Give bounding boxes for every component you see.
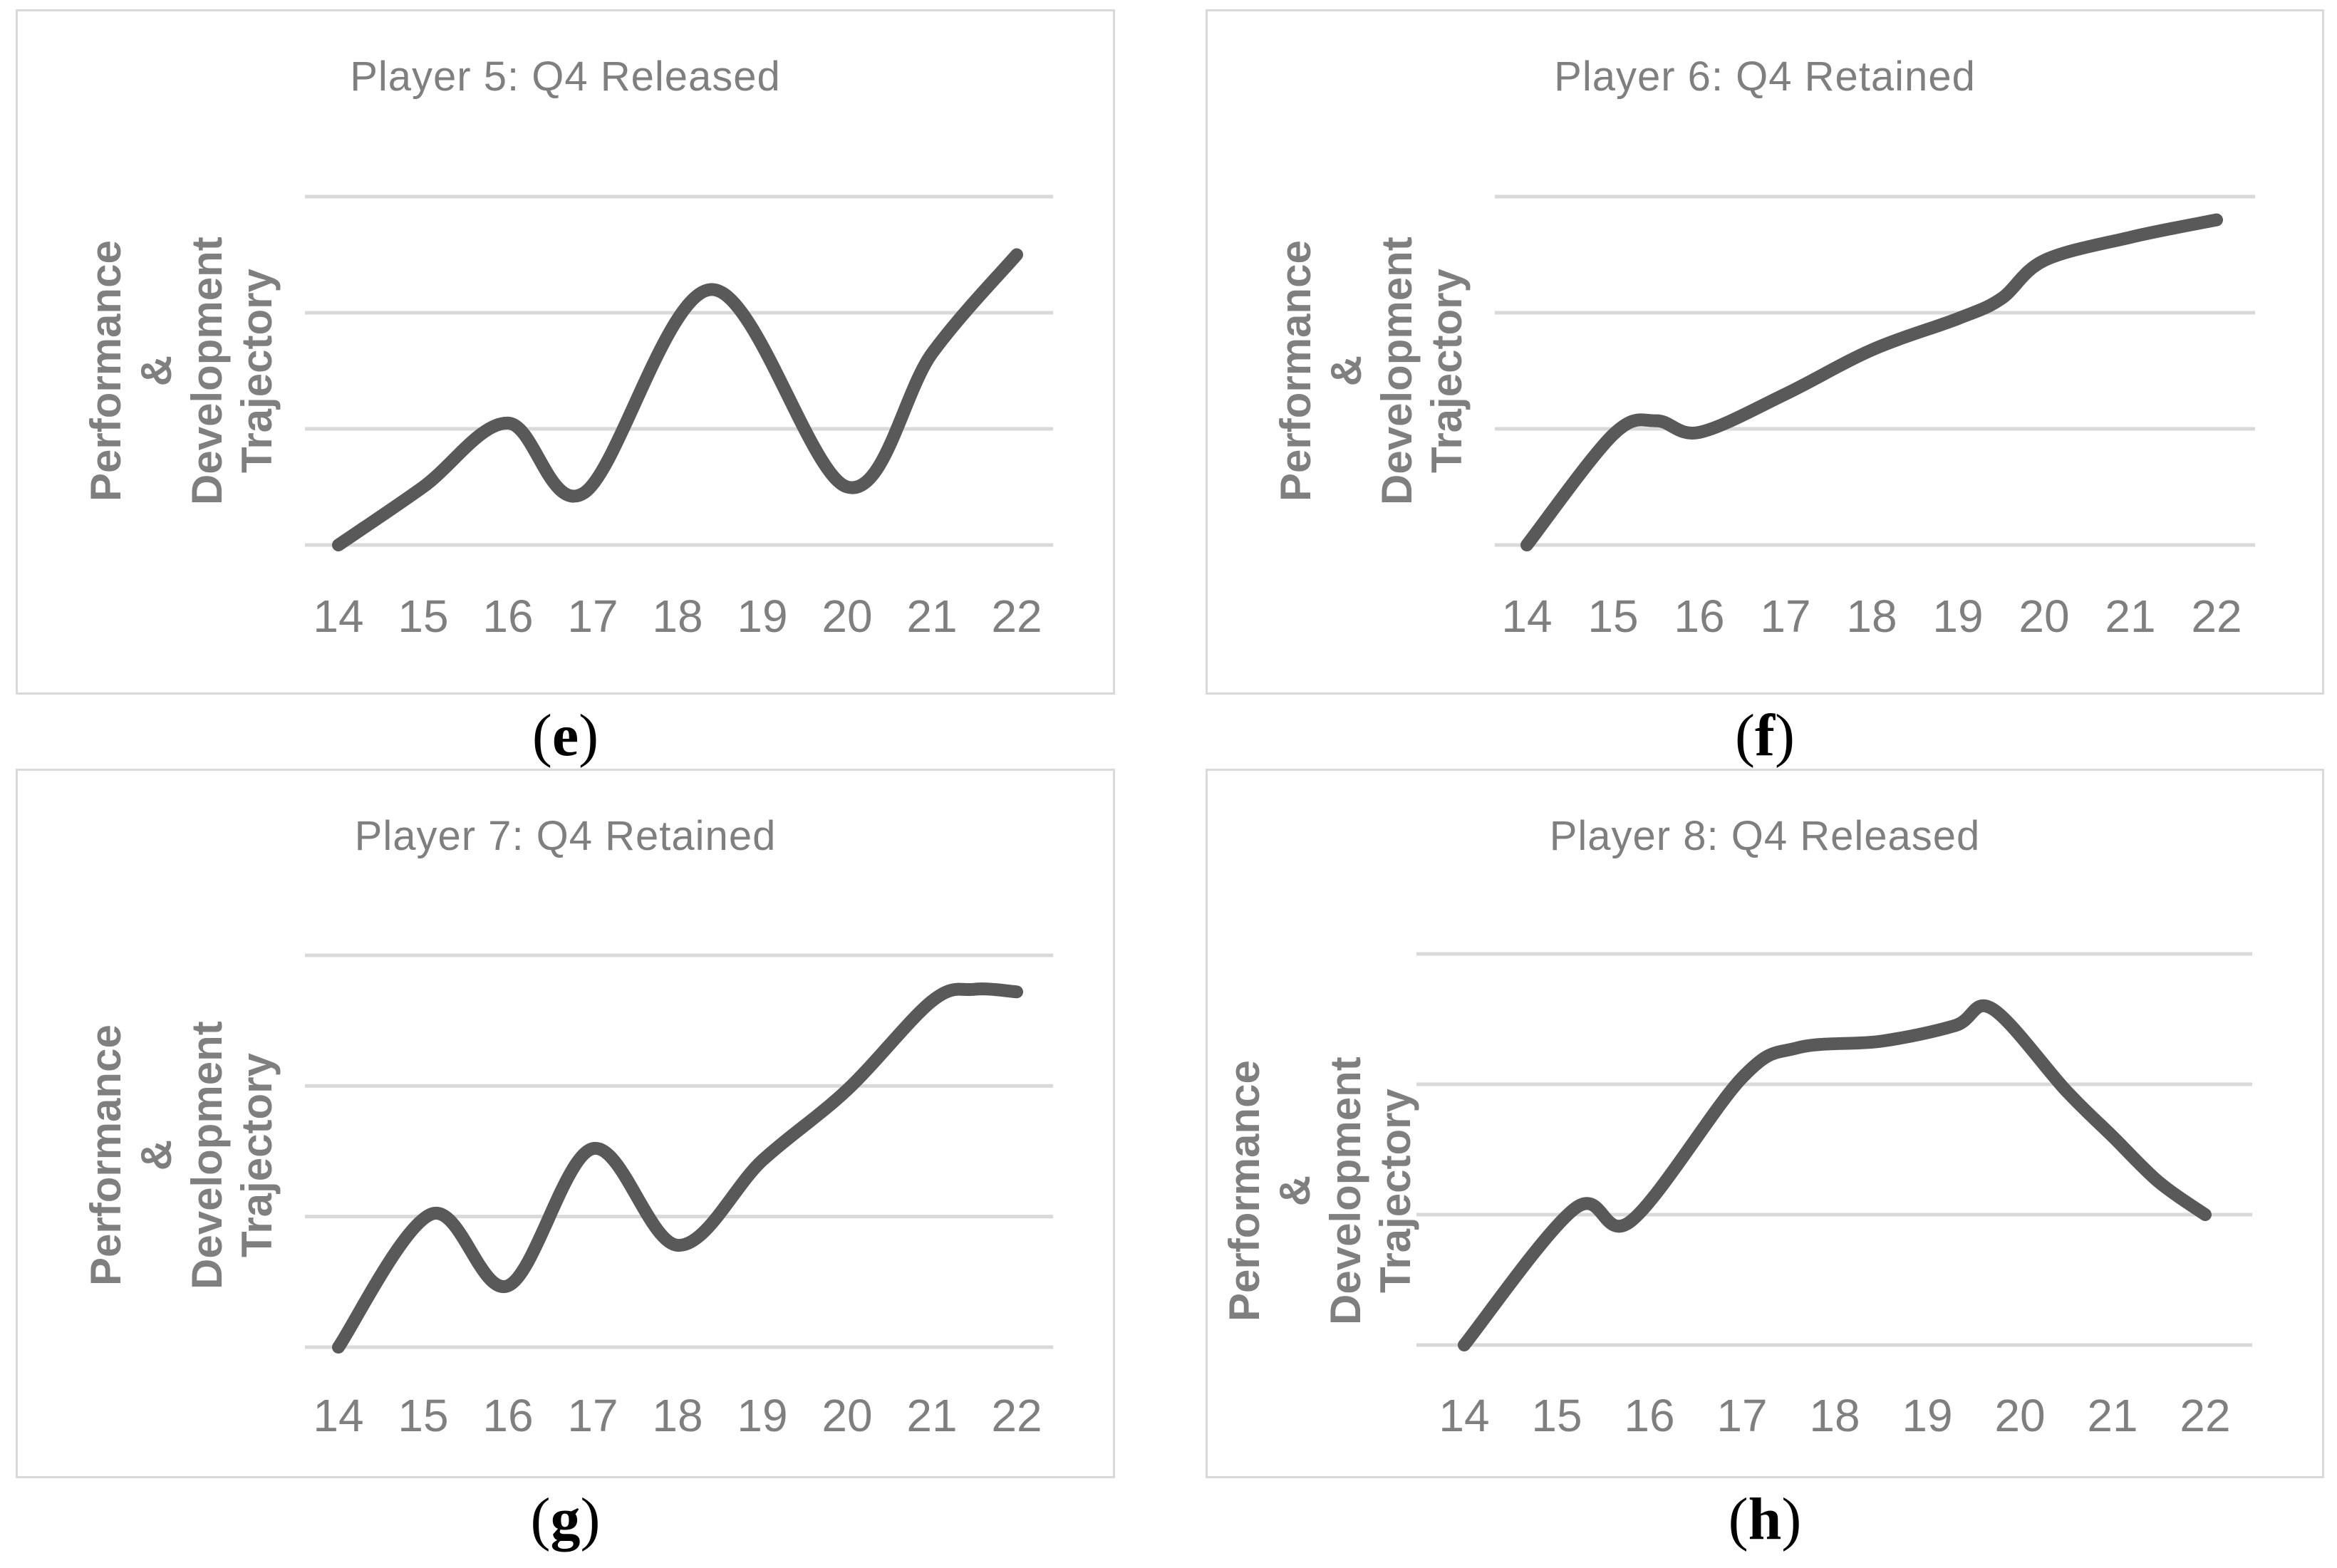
x-tick-label: 21 bbox=[906, 591, 958, 642]
subfigure-caption-e: (e) bbox=[16, 697, 1115, 775]
x-tick-label: 22 bbox=[2191, 591, 2242, 642]
x-tick-label: 14 bbox=[313, 591, 364, 642]
x-tick-label: 17 bbox=[1716, 1390, 1768, 1441]
chart-title: Player 6: Q4 Retained bbox=[1554, 53, 1976, 100]
caption-letter: e bbox=[551, 702, 579, 769]
x-tick-label: 21 bbox=[2087, 1390, 2138, 1441]
caption-paren: ) bbox=[579, 702, 599, 769]
caption-letter: f bbox=[1755, 702, 1775, 769]
x-tick-label: 19 bbox=[1932, 591, 1984, 642]
chart-panel-player8: Player 8: Q4 Released Performance & Devel… bbox=[1206, 769, 2324, 1478]
line-plot bbox=[305, 953, 1053, 1354]
caption-paren: ) bbox=[580, 1486, 601, 1552]
x-tick-label: 20 bbox=[2019, 591, 2070, 642]
x-tick-label: 15 bbox=[1587, 591, 1639, 642]
caption-paren: ) bbox=[1774, 702, 1795, 769]
caption-letter: g bbox=[550, 1486, 581, 1552]
line-plot bbox=[1495, 194, 2255, 551]
x-tick-label: 17 bbox=[1760, 591, 1811, 642]
caption-paren: ( bbox=[530, 1486, 551, 1552]
x-tick-label: 19 bbox=[1902, 1390, 1953, 1441]
trajectory-line bbox=[332, 248, 1023, 551]
x-tick-label: 14 bbox=[313, 1390, 364, 1441]
x-tick-label: 15 bbox=[1531, 1390, 1582, 1441]
line-plot bbox=[1416, 952, 2252, 1351]
x-tick-label: 15 bbox=[398, 1390, 449, 1441]
chart-panel-player6: Player 6: Q4 Retained Performance & Devel… bbox=[1206, 9, 2324, 695]
x-tick-label: 20 bbox=[1994, 1390, 2046, 1441]
x-tick-label: 16 bbox=[482, 591, 534, 642]
x-tick-label: 20 bbox=[822, 1390, 873, 1441]
x-tick-label: 14 bbox=[1501, 591, 1553, 642]
caption-paren: ( bbox=[532, 702, 552, 769]
x-tick-label: 15 bbox=[398, 591, 449, 642]
chart-panel-player7: Player 7: Q4 Retained Performance & Devel… bbox=[16, 769, 1115, 1478]
chart-panel-player5: Player 5: Q4 Released Performance & Devel… bbox=[16, 9, 1115, 695]
chart-title: Player 8: Q4 Released bbox=[1549, 813, 1981, 859]
subfigure-caption-f: (f) bbox=[1206, 697, 2324, 775]
x-tick-label: 14 bbox=[1439, 1390, 1490, 1441]
x-tick-label: 18 bbox=[652, 591, 703, 642]
x-tick-label: 18 bbox=[1809, 1390, 1860, 1441]
x-tick-label: 22 bbox=[991, 1390, 1042, 1441]
x-tick-label: 19 bbox=[737, 1390, 788, 1441]
chart-title: Player 7: Q4 Retained bbox=[354, 813, 777, 859]
subfigure-caption-g: (g) bbox=[16, 1480, 1115, 1559]
x-tick-label: 16 bbox=[482, 1390, 534, 1441]
line-plot bbox=[305, 194, 1053, 551]
x-tick-label: 22 bbox=[991, 591, 1042, 642]
caption-paren: ) bbox=[1781, 1486, 1802, 1552]
x-tick-label: 18 bbox=[652, 1390, 703, 1441]
x-tick-label: 16 bbox=[1624, 1390, 1675, 1441]
caption-paren: ( bbox=[1735, 702, 1755, 769]
chart-title: Player 5: Q4 Released bbox=[350, 53, 781, 100]
x-tick-label: 20 bbox=[822, 591, 873, 642]
x-tick-label: 21 bbox=[906, 1390, 958, 1441]
x-tick-label: 18 bbox=[1846, 591, 1897, 642]
x-tick-label: 17 bbox=[567, 1390, 618, 1441]
x-tick-label: 17 bbox=[567, 591, 618, 642]
x-tick-label: 19 bbox=[737, 591, 788, 642]
trajectory-line bbox=[1520, 213, 2223, 551]
x-tick-label: 21 bbox=[2105, 591, 2156, 642]
caption-letter: h bbox=[1748, 1486, 1782, 1552]
caption-paren: ( bbox=[1728, 1486, 1748, 1552]
trajectory-line bbox=[332, 982, 1023, 1354]
trajectory-line bbox=[1458, 999, 2212, 1351]
x-tick-label: 22 bbox=[2180, 1390, 2231, 1441]
x-tick-label: 16 bbox=[1674, 591, 1725, 642]
subfigure-caption-h: (h) bbox=[1206, 1480, 2324, 1559]
